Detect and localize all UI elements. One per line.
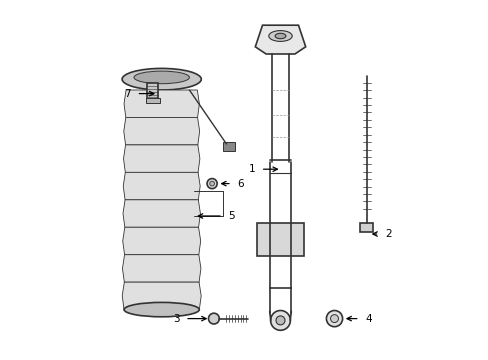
Ellipse shape xyxy=(275,33,285,39)
Ellipse shape xyxy=(325,310,342,327)
Text: 6: 6 xyxy=(237,179,244,189)
Polygon shape xyxy=(122,282,201,310)
Ellipse shape xyxy=(268,31,292,41)
Ellipse shape xyxy=(206,179,217,189)
Bar xyxy=(360,223,373,232)
Text: 3: 3 xyxy=(173,314,179,324)
Polygon shape xyxy=(122,200,200,227)
Ellipse shape xyxy=(275,316,285,325)
Ellipse shape xyxy=(270,310,290,330)
Polygon shape xyxy=(124,90,199,117)
Bar xyxy=(223,142,235,151)
Bar xyxy=(256,223,304,256)
Ellipse shape xyxy=(124,302,199,317)
Ellipse shape xyxy=(209,181,214,186)
Bar xyxy=(147,83,158,101)
Ellipse shape xyxy=(208,313,219,324)
Polygon shape xyxy=(123,145,200,172)
Text: 1: 1 xyxy=(248,164,255,174)
Polygon shape xyxy=(122,227,200,255)
Text: 2: 2 xyxy=(384,229,391,239)
Text: 4: 4 xyxy=(365,314,371,324)
Ellipse shape xyxy=(330,315,338,323)
Bar xyxy=(145,98,160,103)
Polygon shape xyxy=(123,117,199,145)
Text: 5: 5 xyxy=(228,211,234,221)
Ellipse shape xyxy=(134,71,189,84)
Text: 7: 7 xyxy=(124,89,131,99)
Ellipse shape xyxy=(122,68,201,90)
Polygon shape xyxy=(255,25,305,54)
Polygon shape xyxy=(122,255,201,282)
Polygon shape xyxy=(123,172,200,200)
